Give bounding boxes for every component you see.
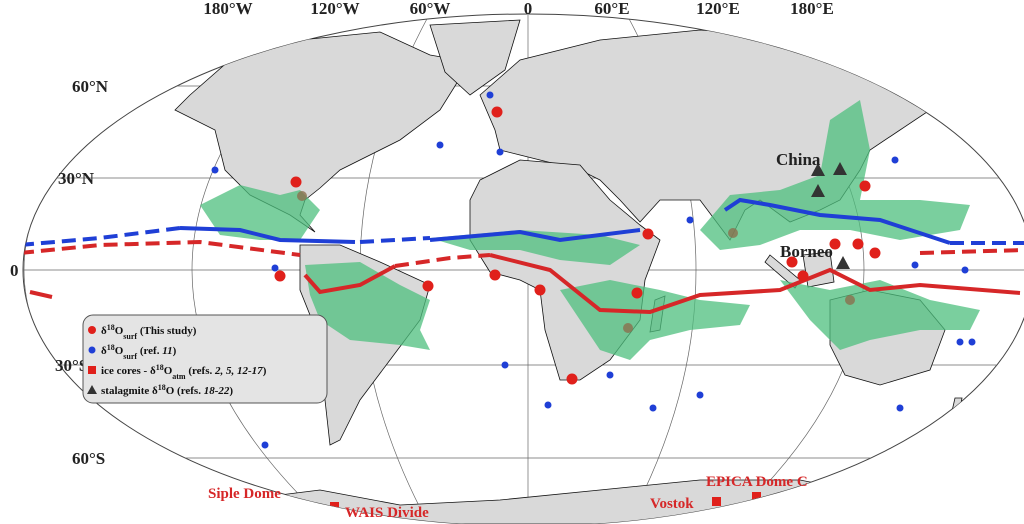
region-label: Borneo [780,242,833,261]
legend-text-run: O [115,345,124,357]
legend-marker [87,385,97,394]
itcz-north-dashed [23,226,181,247]
ice-core-label: Vostok [650,496,694,512]
legend-text-run: 11 [162,345,172,357]
legend: δ18Osurf (This study)δ18Osurf (ref. 11)i… [87,323,267,398]
itcz-south [303,264,396,295]
longitude-label: 0 [524,0,533,18]
monsoon-region [560,280,750,360]
legend-marker [88,366,96,374]
ice-core-label: EPICA Dome C [706,474,808,490]
legend-text-run: (ref. [137,345,162,357]
monsoon-region [430,230,640,265]
legend-marker [88,326,96,334]
legend-text-run: ) [173,345,177,357]
legend-text-run: O (refs. [166,385,204,397]
itcz-north-dashed [359,236,431,244]
itcz-south-dashed [394,253,491,268]
latitude-label: 30°N [58,169,95,188]
legend-text-run: 18-22 [204,385,230,397]
legend-text-run: surf [123,332,137,341]
legend-item: stalagmite δ18O (refs. 18-22) [87,383,233,398]
longitude-label: 180°E [790,0,834,18]
monsoon-region [305,262,430,350]
itcz-south [489,253,1021,315]
legend-text-run: (This study) [137,325,197,337]
legend-text-run: 18 [107,323,115,332]
legend-item: δ18Osurf (ref. 11) [88,343,177,361]
latitude-label: 60°S [72,449,105,468]
legend-text-run: O [115,325,124,337]
ice-core-label: Siple Dome [208,486,281,502]
ice-core-label: WAIS Divide [345,505,429,521]
legend-text-run: ) [229,385,233,397]
legend-text-run: ice cores - δ [101,365,156,377]
legend-label: δ18Osurf (ref. 11) [101,343,177,361]
legend-text-run: stalagmite δ [101,385,158,397]
longitude-label: 60°E [594,0,629,18]
legend-item: ice cores - δ18Oatm (refs. 2, 5, 12-17) [88,363,267,381]
legend-text-run: 18 [107,343,115,352]
legend-label: stalagmite δ18O (refs. 18-22) [101,383,233,398]
latitude-labels: 60°N 30°N 0 30°S 60°S [10,77,109,468]
blue-sites [211,91,976,449]
monsoon-region [200,185,320,240]
greenland [429,19,521,96]
latitude-label: 60°N [72,77,109,96]
legend-text-run: 18 [158,383,166,392]
legend-text-run: 2, 5, 12-17 [214,365,263,377]
legend-text-run: δ [101,345,107,357]
legend-text-run: O [164,365,173,377]
map-body [23,14,1024,524]
monsoon-region [780,280,980,350]
legend-text-run: (refs. [186,365,215,377]
longitude-label: 60°W [410,0,451,18]
legend-box [82,314,328,404]
region-label: China [776,150,821,169]
legend-text-run: surf [123,352,137,361]
legend-text-run: 18 [156,363,164,372]
legend-item: δ18Osurf (This study) [88,323,197,341]
legend-text-run: atm [172,372,186,381]
itcz-north [429,228,641,243]
longitude-label: 180°W [203,0,252,18]
itcz-south-dashed [919,248,1024,255]
legend-marker [88,346,96,354]
itcz-lines [23,197,1024,315]
itcz-south [29,290,53,299]
itcz-south-dashed [23,239,301,257]
itcz-north [723,197,951,245]
latitude-label: 30°S [55,356,88,375]
brown-sites [297,191,855,333]
legend-text-run: ) [263,365,267,377]
legend-text-run: δ [101,325,107,337]
itcz-north [179,226,356,244]
longitude-label: 120°W [310,0,359,18]
latitude-label: 0 [10,261,19,280]
longitude-labels: 180°W 120°W 60°W 0 60°E 120°E 180°E [203,0,833,18]
legend-label: δ18Osurf (This study) [101,323,197,341]
legend-label: ice cores - δ18Oatm (refs. 2, 5, 12-17) [101,363,267,381]
longitude-label: 120°E [696,0,740,18]
stalagmite-sites [811,162,850,269]
